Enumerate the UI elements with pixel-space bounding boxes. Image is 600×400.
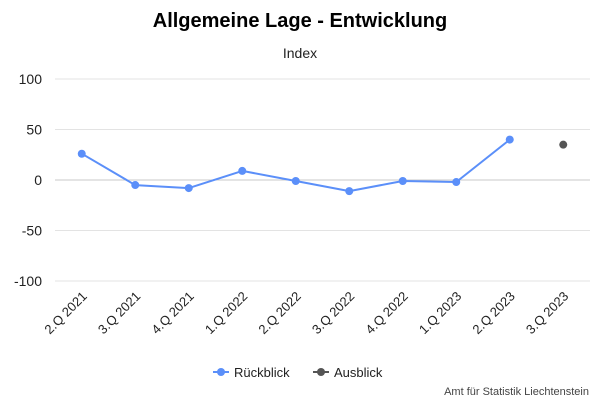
- x-tick-label: 2.Q 2021: [41, 289, 89, 337]
- y-tick-label: -50: [22, 223, 42, 239]
- y-tick-label: -100: [14, 273, 42, 289]
- y-tick-label: 100: [19, 71, 43, 87]
- data-point[interactable]: [398, 177, 407, 186]
- data-point[interactable]: [238, 166, 247, 175]
- y-tick-label: 50: [26, 122, 42, 138]
- y-axis-ticks: -100 -50 0 50 100: [14, 71, 42, 289]
- legend-item[interactable]: Ausblick: [313, 365, 383, 380]
- y-tick-label: 0: [34, 172, 42, 188]
- series: [77, 135, 514, 196]
- x-tick-label: 3.Q 2023: [523, 289, 571, 337]
- x-tick-label: 1.Q 2023: [416, 289, 464, 337]
- chart-title: Allgemeine Lage - Entwicklung: [153, 10, 448, 32]
- data-point[interactable]: [291, 177, 300, 186]
- y-axis-label: Index: [283, 45, 317, 61]
- series-layer: [77, 135, 568, 196]
- legend[interactable]: Rückblick Ausblick: [213, 365, 383, 380]
- legend-item[interactable]: Rückblick: [213, 365, 290, 380]
- data-point[interactable]: [505, 135, 514, 144]
- data-point[interactable]: [77, 149, 86, 158]
- x-tick-label: 1.Q 2022: [202, 289, 250, 337]
- legend-label: Rückblick: [234, 365, 290, 380]
- legend-marker: [317, 368, 325, 376]
- x-tick-label: 3.Q 2022: [309, 289, 357, 337]
- x-tick-label: 4.Q 2022: [362, 289, 410, 337]
- grid-lines: [55, 78, 590, 282]
- data-point[interactable]: [559, 140, 568, 149]
- x-tick-label: 2.Q 2022: [255, 289, 303, 337]
- x-tick-label: 4.Q 2021: [148, 289, 196, 337]
- legend-label: Ausblick: [334, 365, 383, 380]
- series: [559, 140, 568, 149]
- data-point[interactable]: [131, 181, 140, 190]
- credit-text[interactable]: Amt für Statistik Liechtenstein: [444, 386, 589, 398]
- x-axis-ticks: 2.Q 2021 3.Q 2021 4.Q 2021 1.Q 2022 2.Q 2022…: [41, 289, 571, 337]
- x-tick-label: 3.Q 2021: [95, 289, 143, 337]
- x-tick-label: 2.Q 2023: [469, 289, 517, 337]
- legend-marker: [217, 368, 225, 376]
- data-point[interactable]: [184, 184, 193, 193]
- data-point[interactable]: [345, 187, 354, 196]
- data-point[interactable]: [452, 178, 461, 187]
